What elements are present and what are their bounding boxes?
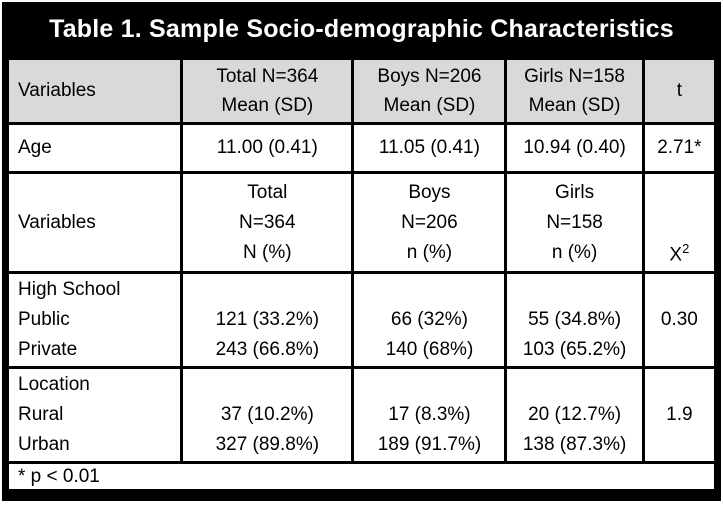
rural-boys-value: 17 (8.3%) (388, 404, 471, 425)
location-girls-values: 20 (12.7%) 138 (87.3%) (504, 366, 645, 464)
age-row: Age 11.00 (0.41) 11.05 (0.41) 10.94 (0.4… (5, 122, 718, 174)
public-girls-value: 55 (34.8%) (528, 309, 622, 330)
total-n-label: Total N=364 (216, 66, 319, 87)
spacer (358, 276, 500, 306)
t-stat-header: t (641, 57, 718, 125)
rural-girls-value: 20 (12.7%) (528, 404, 622, 425)
girls-n-pct-label: n (%) (551, 241, 598, 263)
chi-square-header: X2 (641, 171, 718, 274)
variables-header-count: Variables (5, 171, 184, 274)
spacer (511, 276, 637, 306)
urban-label: Urban (18, 434, 70, 455)
girls-group-label: Girls (555, 181, 595, 203)
private-boys-value: 140 (68%) (385, 339, 474, 360)
high-school-chi-value: 0.30 (641, 271, 718, 369)
location-label: Location (18, 374, 90, 395)
boys-count-header: Boys N=206 n (%) (351, 171, 508, 274)
age-boys-value: 11.05 (0.41) (351, 122, 508, 174)
high-school-boys-values: 66 (32%) 140 (68%) (351, 271, 508, 369)
girls-mean-header: Girls N=158 Mean (SD) (504, 57, 645, 125)
age-t-value: 2.71* (641, 122, 718, 174)
high-school-labels: High School Public Private (5, 271, 184, 369)
count-header-row: Variables Total N=364 N (%) Boys N=206 n… (5, 171, 718, 274)
public-boys-value: 66 (32%) (390, 309, 468, 330)
spacer (358, 371, 500, 401)
boys-group-n: N=206 (401, 211, 458, 233)
variables-header-mean: Variables (5, 57, 184, 125)
private-label: Private (18, 339, 78, 360)
total-group-n: N=364 (239, 211, 296, 233)
mean-header-row: Variables Total N=364 Mean (SD) Boys N=2… (5, 57, 718, 125)
urban-girls-value: 138 (87.3%) (522, 434, 627, 455)
boys-n-label: Boys N=206 (377, 66, 482, 87)
high-school-label: High School (18, 279, 121, 300)
boys-group-label: Boys (408, 181, 451, 203)
boys-n-pct-label: n (%) (406, 241, 453, 263)
spacer (187, 371, 347, 401)
total-mean-header: Total N=364 Mean (SD) (180, 57, 355, 125)
private-total-value: 243 (66.8%) (215, 339, 320, 360)
total-mean-sd-label: Mean (SD) (221, 95, 314, 116)
boys-mean-sd-label: Mean (SD) (383, 95, 476, 116)
girls-n-label: Girls N=158 (524, 66, 625, 87)
girls-mean-sd-label: Mean (SD) (528, 95, 621, 116)
location-labels: Location Rural Urban (5, 366, 184, 464)
boys-mean-header: Boys N=206 Mean (SD) (351, 57, 508, 125)
high-school-total-values: 121 (33.2%) 243 (66.8%) (180, 271, 355, 369)
rural-total-value: 37 (10.2%) (220, 404, 314, 425)
location-boys-values: 17 (8.3%) 189 (91.7%) (351, 366, 508, 464)
table-title: Table 1. Sample Socio-demographic Charac… (6, 2, 717, 57)
private-girls-value: 103 (65.2%) (522, 339, 627, 360)
total-count-header: Total N=364 N (%) (180, 171, 355, 274)
chi-symbol: X (669, 244, 683, 265)
urban-total-value: 327 (89.8%) (215, 434, 320, 455)
location-chi-value: 1.9 (641, 366, 718, 464)
total-group-label: Total (247, 181, 288, 203)
socio-demographic-table: Variables Total N=364 Mean (SD) Boys N=2… (5, 57, 718, 492)
high-school-girls-values: 55 (34.8%) 103 (65.2%) (504, 271, 645, 369)
age-label: Age (5, 122, 184, 174)
age-total-value: 11.00 (0.41) (180, 122, 355, 174)
girls-count-header: Girls N=158 n (%) (504, 171, 645, 274)
chi-exponent: 2 (682, 240, 690, 256)
footnote-text: * p < 0.01 (6, 461, 717, 492)
total-n-pct-label: N (%) (243, 241, 292, 263)
public-label: Public (18, 309, 70, 330)
age-girls-value: 10.94 (0.40) (504, 122, 645, 174)
girls-group-n: N=158 (546, 211, 603, 233)
spacer (187, 276, 347, 306)
high-school-section-row: High School Public Private 121 (33.2%) 2… (5, 271, 718, 369)
spacer (511, 371, 637, 401)
location-total-values: 37 (10.2%) 327 (89.8%) (180, 366, 355, 464)
rural-label: Rural (18, 404, 64, 425)
location-section-row: Location Rural Urban 37 (10.2%) 327 (89.… (5, 366, 718, 464)
public-total-value: 121 (33.2%) (215, 309, 320, 330)
urban-boys-value: 189 (91.7%) (377, 434, 482, 455)
footnote-row: * p < 0.01 (6, 461, 717, 492)
